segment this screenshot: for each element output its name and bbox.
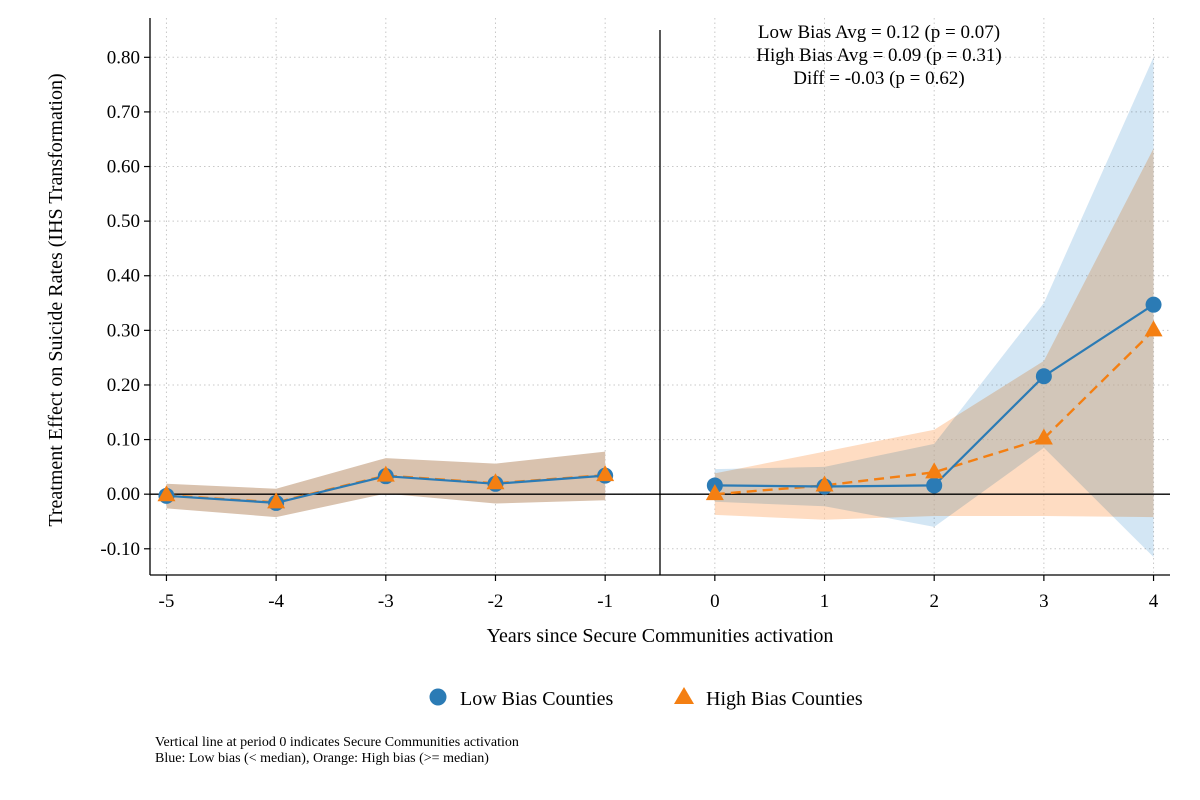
high-bias-point: [376, 465, 395, 482]
high-bias-point: [925, 462, 944, 479]
note-vertical-line: Vertical line at period 0 indicates Secu…: [155, 735, 519, 750]
stat-low-bias: Low Bias Avg = 0.12 (p = 0.07): [758, 22, 1000, 43]
high-bias-line-post: [714, 329, 1155, 496]
stat-high-bias: High Bias Avg = 0.09 (p = 0.31): [756, 45, 1001, 66]
x-tick-label: 1: [820, 591, 830, 612]
y-tick-label: 0.70: [107, 102, 140, 123]
y-tick-label: 0.40: [107, 266, 140, 287]
y-tick-label: -0.10: [100, 539, 140, 560]
legend-label-low-bias: Low Bias Counties: [460, 688, 614, 710]
x-tick-label: -5: [159, 591, 175, 612]
reference-lines: [150, 30, 1170, 575]
low-bias-point: [1145, 296, 1162, 313]
high-bias-point: [596, 465, 615, 482]
x-tick-label: -1: [597, 591, 613, 612]
y-tick-label: 0.50: [107, 211, 140, 232]
y-tick-label: 0.00: [107, 484, 140, 505]
x-tick-label: -3: [378, 591, 394, 612]
note-colors: Blue: Low bias (< median), Orange: High …: [155, 751, 489, 766]
legend-marker-low-bias: [429, 688, 447, 706]
chart-notes: Vertical line at period 0 indicates Secu…: [155, 735, 519, 766]
stats-annotation: Low Bias Avg = 0.12 (p = 0.07) High Bias…: [756, 22, 1001, 89]
high-bias-point: [815, 475, 834, 492]
y-tick-label: 0.20: [107, 375, 140, 396]
x-tick-label: 4: [1149, 591, 1159, 612]
high-bias-point: [1034, 428, 1053, 445]
high-bias-point: [486, 473, 505, 490]
low-bias-point: [926, 477, 943, 494]
y-tick-label: 0.30: [107, 320, 140, 341]
x-axis-title: Years since Secure Communities activatio…: [487, 625, 834, 647]
legend: Low Bias Counties High Bias Counties: [429, 687, 863, 710]
low-bias-point: [1035, 368, 1052, 385]
legend-marker-high-bias: [674, 687, 694, 704]
high-bias-point: [1144, 320, 1163, 337]
high-bias-point: [705, 484, 724, 501]
high-bias-point: [157, 485, 176, 502]
x-tick-label: -4: [268, 591, 284, 612]
ci-band-pre-period: [166, 451, 606, 518]
y-tick-label: 0.80: [107, 47, 140, 68]
x-tick-label: 2: [929, 591, 939, 612]
y-tick-label: 0.10: [107, 430, 140, 451]
x-tick-label: -2: [488, 591, 504, 612]
stat-diff: Diff = -0.03 (p = 0.62): [793, 68, 964, 89]
series-markers: [157, 296, 1163, 511]
x-tick-label: 3: [1039, 591, 1049, 612]
x-tick-label: 0: [710, 591, 720, 612]
y-tick-label: 0.60: [107, 157, 140, 178]
y-axis-title: Treatment Effect on Suicide Rates (IHS T…: [45, 73, 67, 526]
axes: -0.10 0.00 0.10 0.20 0.30 0.40 0.50 0.60 0.70 0.8…: [100, 18, 1170, 612]
legend-label-high-bias: High Bias Counties: [706, 688, 863, 710]
high-bias-point: [267, 492, 286, 509]
